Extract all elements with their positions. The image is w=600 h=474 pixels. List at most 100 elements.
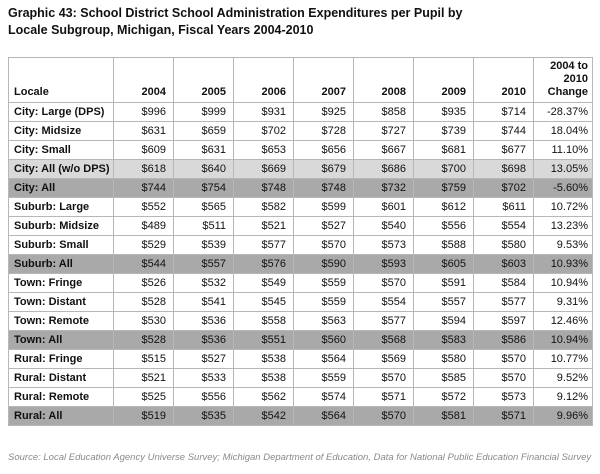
value-cell: $653 [233, 140, 294, 160]
value-cell: $744 [113, 178, 174, 198]
table-row: Town: Fringe $526 $532 $549 $559 $570 $591 $584… [8, 273, 593, 293]
value-cell: $603 [473, 254, 534, 274]
locale-cell: Suburb: Small [8, 235, 114, 255]
locale-cell: Rural: Remote [8, 387, 114, 407]
value-cell: $560 [293, 330, 354, 350]
value-cell: $538 [233, 368, 294, 388]
graphic-title-line2: Locale Subgroup, Michigan, Fiscal Years … [8, 22, 314, 37]
locale-cell: Town: All [8, 330, 114, 350]
value-cell: $554 [473, 216, 534, 236]
value-cell: $551 [233, 330, 294, 350]
column-header-2010: 2010 [473, 57, 534, 103]
header-row: Locale 2004 2005 2006 2007 2008 2009 2010 2004 t… [8, 57, 593, 103]
locale-cell: Town: Fringe [8, 273, 114, 293]
change-cell: 9.96% [533, 406, 593, 426]
value-cell: $612 [413, 197, 474, 217]
value-cell: $748 [293, 178, 354, 198]
value-cell: $590 [293, 254, 354, 274]
source-note: Source: Local Education Agency Universe … [8, 452, 592, 463]
change-cell: 10.94% [533, 273, 593, 293]
column-header-2006: 2006 [233, 57, 294, 103]
locale-cell: Rural: Fringe [8, 349, 114, 369]
value-cell: $714 [473, 102, 534, 122]
value-cell: $564 [293, 349, 354, 369]
value-cell: $527 [173, 349, 234, 369]
value-cell: $702 [473, 178, 534, 198]
value-cell: $581 [413, 406, 474, 426]
table-row: City: All (w/o DPS) $618 $640 $669 $679 $686 $… [8, 159, 593, 179]
value-cell: $556 [173, 387, 234, 407]
value-cell: $529 [113, 235, 174, 255]
locale-cell: Suburb: Midsize [8, 216, 114, 236]
value-cell: $576 [233, 254, 294, 274]
locale-cell: City: All [8, 178, 114, 198]
table-row: Town: Distant $528 $541 $545 $559 $554 $557 $57… [8, 292, 593, 312]
value-cell: $519 [113, 406, 174, 426]
table-row: Rural: All $519 $535 $542 $564 $570 $581 $571 9.… [8, 406, 593, 426]
value-cell: $593 [353, 254, 414, 274]
value-cell: $999 [173, 102, 234, 122]
value-cell: $659 [173, 121, 234, 141]
value-cell: $584 [473, 273, 534, 293]
change-cell: -5.60% [533, 178, 593, 198]
value-cell: $748 [233, 178, 294, 198]
value-cell: $528 [113, 292, 174, 312]
value-cell: $570 [353, 273, 414, 293]
value-cell: $609 [113, 140, 174, 160]
table-row: Rural: Remote $525 $556 $562 $574 $571 $572 $57… [8, 387, 593, 407]
value-cell: $640 [173, 159, 234, 179]
table-row: City: All $744 $754 $748 $748 $732 $759 $702 -5.… [8, 178, 593, 198]
value-cell: $570 [293, 235, 354, 255]
locale-cell: City: Midsize [8, 121, 114, 141]
table-row: Town: All $528 $536 $551 $560 $568 $583 $586 10.… [8, 330, 593, 350]
table-row: Suburb: Small $529 $539 $577 $570 $573 $588 $58… [8, 235, 593, 255]
value-cell: $597 [473, 311, 534, 331]
value-cell: $571 [473, 406, 534, 426]
table-row: Suburb: Midsize $489 $511 $521 $527 $540 $556 $… [8, 216, 593, 236]
locale-cell: City: All (w/o DPS) [8, 159, 114, 179]
value-cell: $588 [413, 235, 474, 255]
value-cell: $686 [353, 159, 414, 179]
column-header-locale: Locale [8, 57, 114, 103]
value-cell: $996 [113, 102, 174, 122]
value-cell: $538 [233, 349, 294, 369]
value-cell: $618 [113, 159, 174, 179]
column-header-2004: 2004 [113, 57, 174, 103]
column-header-2007: 2007 [293, 57, 354, 103]
value-cell: $739 [413, 121, 474, 141]
column-header-change: 2004 to 2010 Change [533, 57, 593, 103]
value-cell: $536 [173, 311, 234, 331]
value-cell: $681 [413, 140, 474, 160]
value-cell: $732 [353, 178, 414, 198]
table-row: City: Midsize $631 $659 $702 $728 $727 $739 $74… [8, 121, 593, 141]
change-cell: 9.52% [533, 368, 593, 388]
value-cell: $572 [413, 387, 474, 407]
value-cell: $571 [353, 387, 414, 407]
value-cell: $545 [233, 292, 294, 312]
value-cell: $526 [113, 273, 174, 293]
value-cell: $935 [413, 102, 474, 122]
locale-cell: Suburb: All [8, 254, 114, 274]
locale-cell: Suburb: Large [8, 197, 114, 217]
table-row: Rural: Fringe $515 $527 $538 $564 $569 $580 $57… [8, 349, 593, 369]
value-cell: $525 [113, 387, 174, 407]
value-cell: $583 [413, 330, 474, 350]
value-cell: $667 [353, 140, 414, 160]
value-cell: $511 [173, 216, 234, 236]
change-cell: 10.94% [533, 330, 593, 350]
value-cell: $858 [353, 102, 414, 122]
value-cell: $759 [413, 178, 474, 198]
change-cell: 11.10% [533, 140, 593, 160]
value-cell: $542 [233, 406, 294, 426]
value-cell: $586 [473, 330, 534, 350]
value-cell: $754 [173, 178, 234, 198]
value-cell: $557 [413, 292, 474, 312]
value-cell: $570 [473, 349, 534, 369]
change-cell: 13.05% [533, 159, 593, 179]
value-cell: $570 [473, 368, 534, 388]
value-cell: $559 [293, 292, 354, 312]
expenditure-table: Locale 2004 2005 2006 2007 2008 2009 2010 2004 t… [8, 57, 593, 426]
value-cell: $559 [293, 273, 354, 293]
value-cell: $565 [173, 197, 234, 217]
table-row: City: Large (DPS) $996 $999 $931 $925 $858 $93… [8, 102, 593, 122]
